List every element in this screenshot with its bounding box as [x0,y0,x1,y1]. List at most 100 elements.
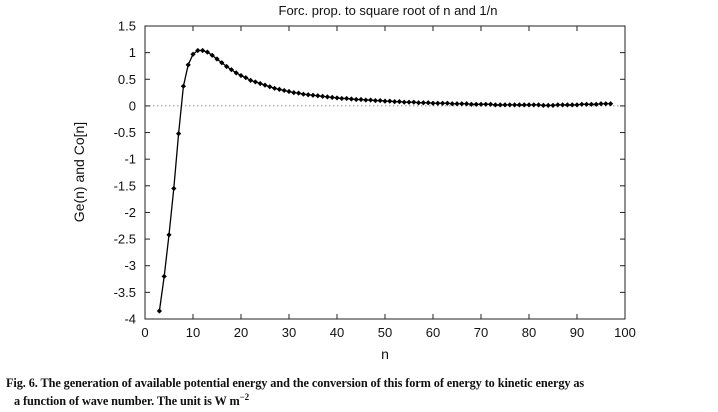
data-point [166,232,172,238]
data-point [176,131,182,137]
data-point [200,47,206,54]
data-point [435,100,441,106]
data-point [377,97,383,104]
data-point [497,102,503,108]
x-tick-label: 0 [141,325,148,340]
chart: Forc. prop. to square root of n and 1/n … [71,3,636,362]
x-tick-label: 50 [378,325,392,340]
data-point [574,102,580,108]
data-point [267,84,273,90]
data-point [324,94,330,100]
data-point [387,98,393,104]
data-point [411,99,417,105]
x-axis-label: n [381,346,389,362]
data-point [286,88,292,95]
data-point [238,72,244,79]
data-point [550,102,556,108]
y-tick-label: 0 [129,98,136,113]
data-point [464,101,470,107]
data-point [560,102,566,108]
y-tick-label: 0.5 [118,72,136,87]
data-point [358,96,364,103]
data-point [454,101,460,107]
data-point [252,79,258,85]
data-point [598,101,604,107]
data-point [296,90,302,96]
data-point [320,93,326,99]
series-line [158,49,611,312]
data-point [209,52,215,58]
data-point [348,96,354,102]
data-point [488,101,494,107]
data-point [540,102,546,108]
x-tick-label: 40 [330,325,344,340]
x-tick-label: 100 [614,325,636,340]
data-point [406,99,412,105]
data-point [262,82,268,88]
caption-line-2: a function of wave number. The unit is W… [6,390,714,408]
data-point [214,56,220,62]
data-point [507,102,513,108]
data-point [276,86,282,92]
chart-title: Forc. prop. to square root of n and 1/n [279,3,498,18]
data-point [526,102,532,108]
data-point [401,99,407,105]
data-point [257,80,263,87]
figure-caption: Fig. 6. The generation of available pote… [6,376,714,408]
y-tick-label: -4 [124,312,136,327]
data-point [305,92,311,98]
data-point [564,102,570,108]
y-tick-label: 1 [129,45,136,60]
data-point [483,101,489,107]
data-point [569,102,575,108]
x-tick-label: 80 [522,325,536,340]
data-point [161,273,167,279]
data-point [291,89,297,96]
data-point [440,100,446,106]
data-point [204,49,210,55]
data-point [190,51,196,57]
data-point [315,93,321,99]
data-point [368,97,374,103]
data-point [536,102,542,108]
data-point [492,102,498,108]
plot-area-frame [144,25,626,320]
y-tick-label: -2.5 [114,232,136,247]
data-point [334,95,340,101]
data-point [579,101,585,107]
data-point [363,97,369,103]
data-point [478,101,484,107]
data-point [392,99,398,105]
data-point [195,47,201,54]
data-point [444,100,450,106]
data-point [344,95,350,102]
data-point [603,101,609,107]
data-point [300,91,306,97]
y-tick-label: -3.5 [114,285,136,300]
data-point [248,77,254,83]
data-point [584,101,590,107]
data-point [281,87,287,94]
x-tick-label: 90 [570,325,584,340]
data-point [430,100,436,106]
data-point [382,98,388,104]
data-point [555,102,561,108]
data-point [593,101,599,107]
data-point [180,83,186,89]
data-point [420,100,426,106]
data-point [545,102,551,108]
data-point [224,63,230,70]
data-point [329,94,335,100]
x-tick-label: 30 [282,325,296,340]
data-point [468,101,474,107]
data-point [512,102,518,108]
data-point [608,101,614,107]
data-point [339,95,345,102]
caption-unit-exponent: −2 [239,392,250,402]
data-point [416,100,422,106]
x-tick-label: 70 [474,325,488,340]
data-point [185,62,191,68]
y-tick-label: 1.5 [118,19,136,34]
data-point [156,308,162,314]
